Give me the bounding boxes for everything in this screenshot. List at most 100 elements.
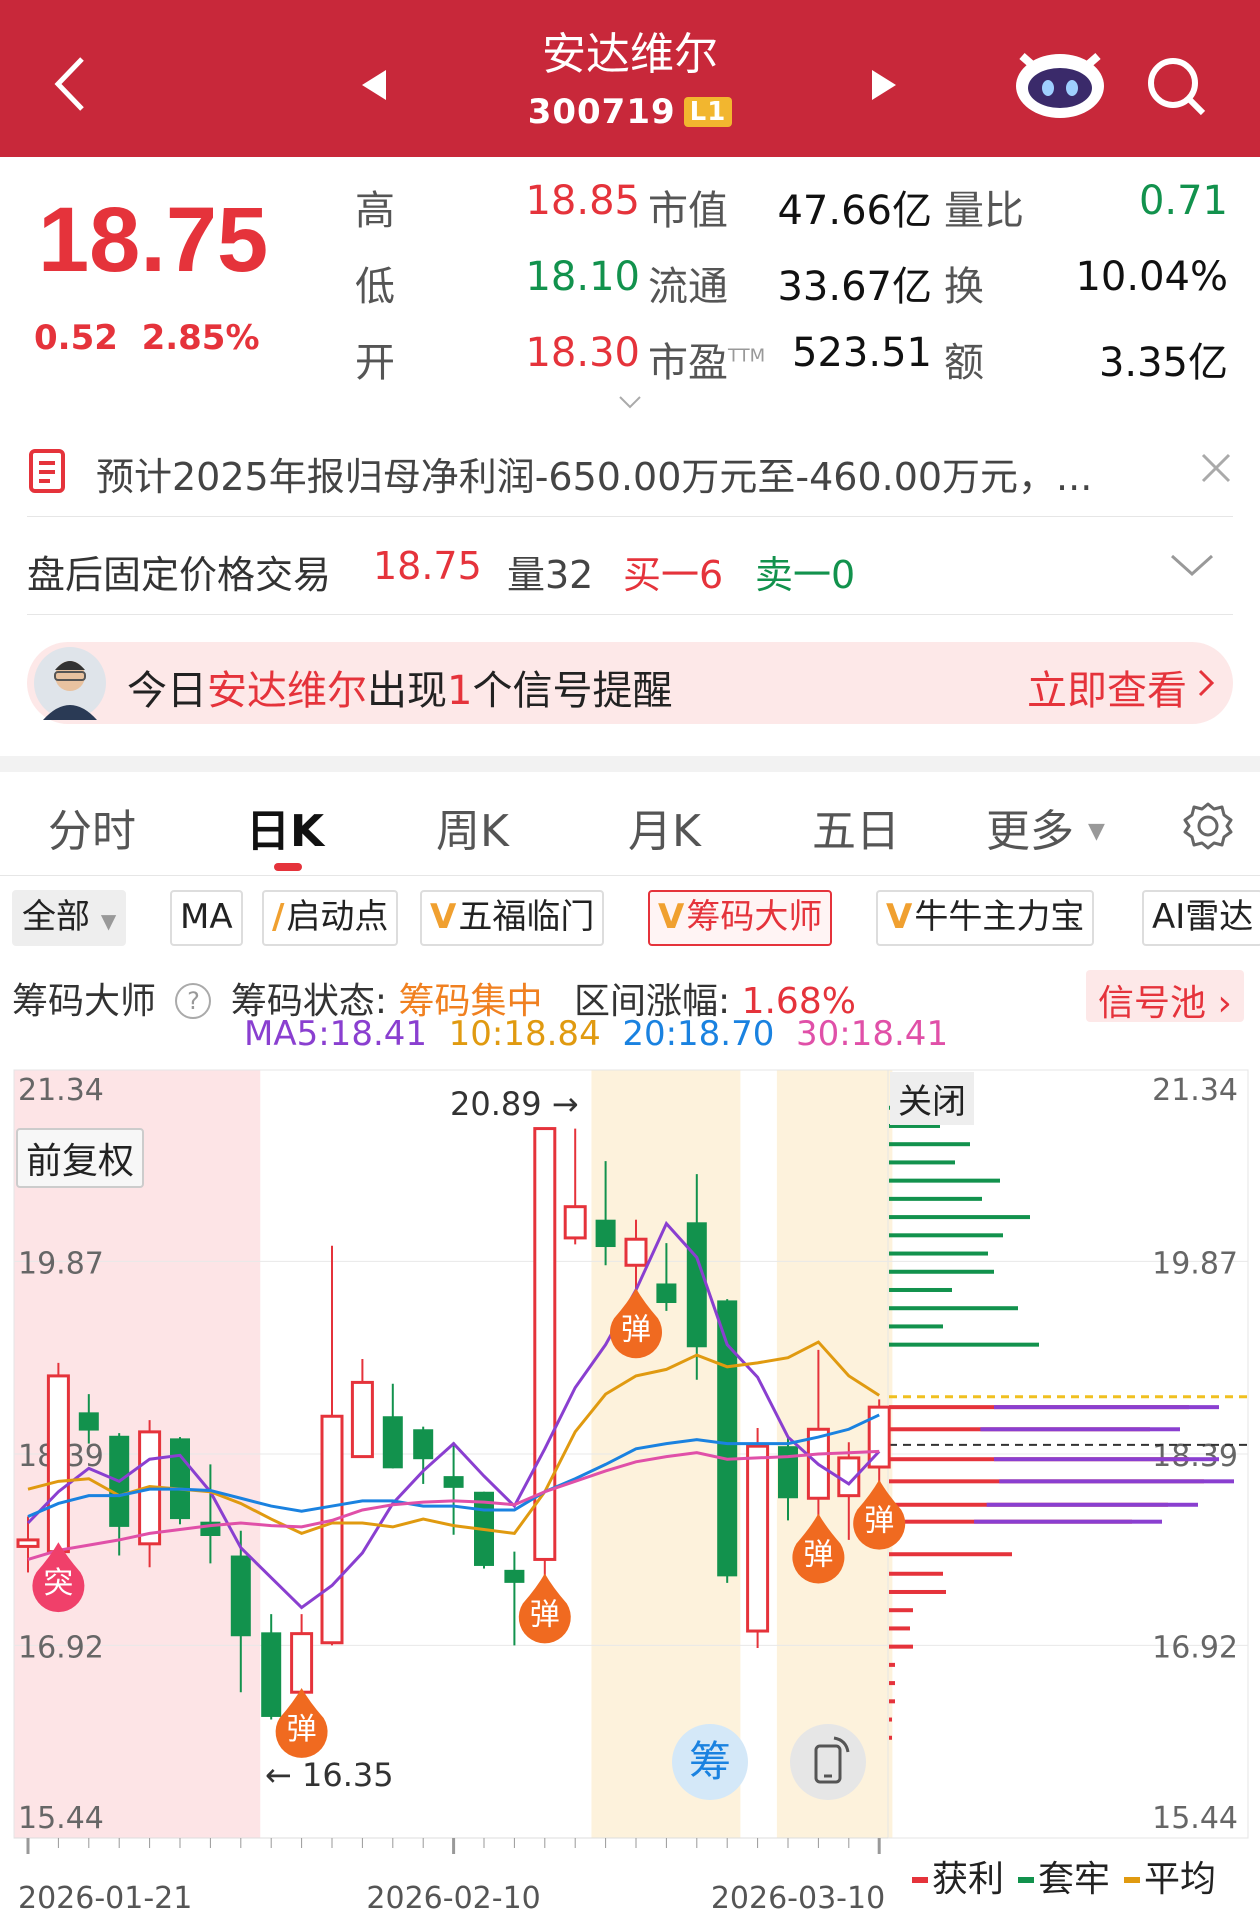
status-value: 筹码集中 <box>398 981 543 1022</box>
rotate-screen-button[interactable] <box>790 1724 866 1800</box>
indicator-label: 牛牛主力宝 <box>914 897 1085 937</box>
stat-label2: 流通 <box>648 264 728 310</box>
chip-toggle-button[interactable]: 筹 <box>672 1724 748 1800</box>
chip-bar <box>889 1215 1030 1220</box>
notice-row[interactable]: 预计2025年报归母净利润-650.00万元至-460.00万元，... <box>0 430 1260 516</box>
robot-mascot-icon[interactable] <box>1010 42 1110 122</box>
banner-suffix: 个信号提醒 <box>472 668 673 714</box>
stat-label2: 市盈TTM <box>648 330 765 388</box>
ma-line-20 <box>27 1413 880 1518</box>
tab-1[interactable]: 日K <box>246 795 324 871</box>
candle-down <box>170 1438 190 1520</box>
close-chip-button[interactable]: 关闭 <box>890 1072 974 1125</box>
stat-label: 开 <box>355 340 395 386</box>
document-icon <box>29 449 65 493</box>
signal-label: 突 <box>43 1566 73 1601</box>
indicator-5[interactable]: V牛牛主力宝 <box>876 890 1095 946</box>
indicator-1[interactable]: MA <box>170 890 243 946</box>
chip-bar <box>889 1123 940 1128</box>
legend-swatch <box>1018 1877 1035 1883</box>
chip-bar <box>889 1342 1039 1347</box>
candle-up <box>624 1237 648 1267</box>
prev-stock-icon[interactable] <box>360 68 388 102</box>
legend-label: 套牢 <box>1038 1859 1111 1900</box>
y-tick-label-right: 21.34 <box>1152 1073 1238 1108</box>
y-tick-label-left: 21.34 <box>18 1073 104 1108</box>
stat-label3: 量比 <box>944 188 1024 234</box>
indicator-label: AI雷达 <box>1152 897 1254 937</box>
x-tick-label: 2026-01-21 <box>18 1881 192 1916</box>
stat-value: 18.30 <box>525 330 640 376</box>
adjust-button[interactable]: 前复权 <box>16 1128 145 1188</box>
candle-up <box>533 1127 557 1561</box>
indicator-name: 筹码大师 <box>12 981 157 1022</box>
tab-2[interactable]: 周K <box>436 795 509 859</box>
chip-bar <box>889 1251 988 1256</box>
stat-value3: 0.71 <box>1138 178 1228 224</box>
chip-bar <box>889 1142 970 1147</box>
chip-bar <box>889 1699 895 1704</box>
y-tick-label-right: 18.39 <box>1152 1439 1238 1474</box>
tab-label: 更多 <box>986 806 1074 857</box>
chip-bar-overlay <box>974 1519 1162 1524</box>
stat-label2-text: 市盈 <box>648 340 728 386</box>
y-tick-label-right: 19.87 <box>1152 1246 1238 1281</box>
kline-chart[interactable]: 21.3421.3419.8719.8718.3918.3916.9216.92… <box>0 1068 1260 1922</box>
close-icon[interactable] <box>1200 452 1232 484</box>
banner-prefix: 今日 <box>127 668 207 714</box>
signal-pool-button[interactable]: 信号池 › <box>1086 970 1244 1024</box>
after-hours-row[interactable]: 盘后固定价格交易 18.75 量32 买一6 卖一0 <box>0 520 1260 612</box>
indicator-6[interactable]: AI雷达 <box>1142 890 1260 946</box>
chip-bar <box>889 1717 892 1722</box>
tab-5[interactable]: 更多 ▼ <box>986 795 1105 859</box>
indicator-label: 全部 <box>22 897 90 937</box>
chip-bar <box>889 1269 994 1274</box>
chevron-right-icon <box>1198 669 1215 697</box>
candle-down <box>656 1283 677 1304</box>
candle-down <box>778 1446 798 1499</box>
tab-0[interactable]: 分时 <box>48 795 136 859</box>
help-icon[interactable]: ? <box>175 983 212 1019</box>
next-stock-icon[interactable] <box>870 68 898 102</box>
settings-gear-icon[interactable] <box>1182 800 1234 852</box>
expand-chevron-icon[interactable] <box>618 395 642 409</box>
chip-bar <box>889 1287 952 1292</box>
view-now-link[interactable]: 立即查看 <box>1027 668 1187 714</box>
indicator-0[interactable]: 全部 ▼ <box>12 890 127 946</box>
chip-bar <box>889 1552 1012 1557</box>
status-label: 筹码状态: <box>230 981 388 1022</box>
chevron-down-icon[interactable] <box>1170 554 1214 578</box>
signal-marker <box>275 1688 328 1758</box>
candle-down <box>78 1412 99 1431</box>
indicator-label: MA <box>180 897 233 937</box>
indicator-2[interactable]: /启动点 <box>262 890 399 946</box>
ma-line-MA5 <box>26 1220 881 1610</box>
stat-value2: 47.66亿 <box>777 188 932 234</box>
tab-4[interactable]: 五日 <box>812 795 900 859</box>
tab-label: 周K <box>436 806 509 857</box>
signal-marker <box>853 1479 906 1550</box>
signal-banner[interactable]: 今日安达维尔出现1个信号提醒 立即查看 <box>27 642 1233 724</box>
signal-marker <box>792 1513 845 1584</box>
banner-mid: 出现 <box>367 668 447 714</box>
search-icon[interactable] <box>1145 55 1209 119</box>
signal-label: 弹 <box>864 1504 894 1539</box>
chip-bar-overlay <box>980 1427 1180 1432</box>
chip-bar <box>889 1589 946 1594</box>
current-price: 18.75 <box>38 189 269 291</box>
indicator-3[interactable]: V五福临门 <box>420 890 605 946</box>
chip-bar-overlay <box>986 1502 1198 1507</box>
back-icon[interactable] <box>52 55 88 113</box>
tab-3[interactable]: 月K <box>628 795 701 859</box>
stat-label: 低 <box>355 264 395 310</box>
range-label: 区间涨幅: <box>573 981 731 1022</box>
candle-down <box>261 1632 282 1717</box>
legend-swatch <box>1124 1877 1141 1883</box>
y-tick-label-left: 19.87 <box>18 1246 104 1281</box>
chip-bar <box>889 1306 1018 1311</box>
stat-label2: 市值 <box>648 188 728 234</box>
stat-label3: 换 <box>944 264 984 310</box>
stat-label: 高 <box>355 188 395 234</box>
indicator-4[interactable]: V筹码大师 <box>648 890 833 946</box>
signal-label: 弹 <box>621 1312 651 1347</box>
